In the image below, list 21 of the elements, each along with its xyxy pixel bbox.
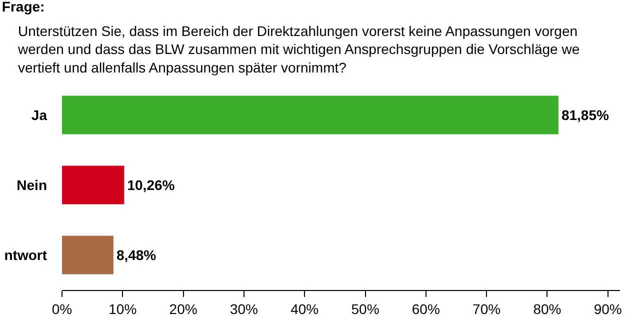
chart-title: Frage: <box>2 0 45 14</box>
x-tick-label: 0% <box>52 300 72 317</box>
chart-subtitle: Unterstützen Sie, dass im Bereich der Direktzahlungen vorerst keine Anpassungen vorgen werden und dass das BLW zusammen mit wichtigen Ansprechsgruppen die Vorschläge we vertieft und allenfalls Anpassungen später vornimmt? <box>17 23 580 76</box>
bar <box>62 236 114 274</box>
y-tick-label: ntwort <box>4 246 48 263</box>
y-tick-label: Ja <box>31 106 48 123</box>
x-tick-label: 10% <box>108 300 137 317</box>
x-tick-label: 80% <box>533 300 562 317</box>
bar <box>62 166 124 204</box>
data-label: 10,26% <box>127 177 176 193</box>
data-label: 81,85% <box>561 107 610 123</box>
x-tick-label: 50% <box>351 300 380 317</box>
x-tick-label: 30% <box>230 300 258 317</box>
y-tick-label: Nein <box>16 176 47 193</box>
x-tick-label: 60% <box>412 300 440 317</box>
x-tick-label: 20% <box>169 300 198 317</box>
x-tick-label: 70% <box>472 300 501 317</box>
data-label: 8,48% <box>116 247 157 263</box>
x-tick-label: 90% <box>594 300 622 317</box>
bar <box>62 96 558 134</box>
x-tick-label: 40% <box>290 300 319 317</box>
